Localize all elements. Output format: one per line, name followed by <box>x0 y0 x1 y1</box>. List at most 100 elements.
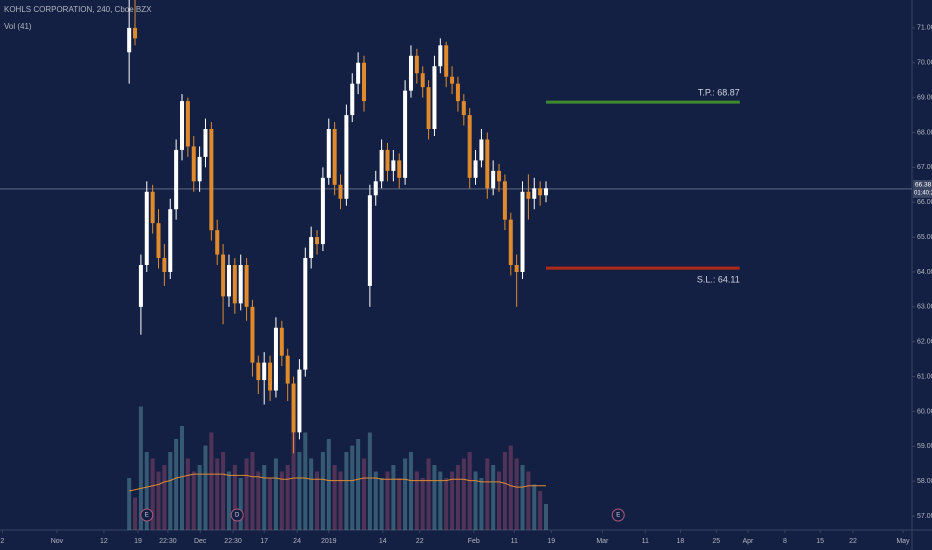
x-tick-label: 22 <box>416 538 424 545</box>
volume-bar <box>162 465 167 530</box>
candle-body <box>426 87 431 130</box>
y-tick-label: 66.00 <box>917 199 932 206</box>
volume-bar <box>544 504 548 530</box>
x-tick-label: 12 <box>100 538 108 545</box>
volume-bar <box>320 452 325 530</box>
volume-bar <box>168 452 173 530</box>
volume-bar <box>138 406 143 530</box>
candle-body <box>268 362 273 391</box>
candle-body <box>473 160 478 178</box>
volume-bar <box>297 452 302 530</box>
candle-body <box>150 191 155 224</box>
candle-body <box>344 115 349 199</box>
volume-bar <box>268 478 273 530</box>
volume-bar <box>538 491 543 530</box>
candle-body <box>133 27 138 39</box>
candle-body <box>397 160 402 178</box>
volume-bar <box>403 458 408 530</box>
volume-bar <box>485 458 490 530</box>
candle-body <box>491 170 496 189</box>
y-tick-label: 60.00 <box>917 408 932 415</box>
y-tick-label: 68.00 <box>917 129 932 136</box>
candle-body <box>221 254 226 297</box>
volume-bar <box>127 478 132 530</box>
volume-bar <box>450 471 455 530</box>
volume-bar <box>508 445 513 530</box>
volume-bar <box>461 458 466 530</box>
volume-bar <box>303 432 308 530</box>
volume-bar <box>279 471 284 530</box>
candle-body <box>526 191 531 199</box>
volume-bar <box>315 471 320 530</box>
x-tick-label: 19 <box>547 538 555 545</box>
volume-bar <box>273 458 278 530</box>
candle-body <box>408 55 413 91</box>
volume-bar <box>385 471 390 530</box>
candle-body <box>485 139 490 189</box>
candle-body <box>403 90 408 178</box>
volume-bar <box>285 465 290 530</box>
volume-bar <box>497 471 502 530</box>
candle-body <box>226 265 231 297</box>
candle-body <box>209 129 214 231</box>
candle-body <box>256 362 261 381</box>
candle-body <box>467 115 472 178</box>
y-tick-label: 59.00 <box>917 443 932 450</box>
x-tick-label: Nov <box>51 538 64 545</box>
volume-bar <box>197 465 202 530</box>
y-tick-label: 63.00 <box>917 304 932 311</box>
volume-bar <box>221 452 226 530</box>
x-tick-label: 14 <box>379 538 387 545</box>
candle-body <box>362 62 366 102</box>
candle-body <box>144 191 149 265</box>
volume-bar <box>244 458 249 530</box>
event-marker <box>230 508 244 522</box>
candle-body <box>414 55 419 74</box>
volume-bar <box>256 471 261 530</box>
x-tick-label: 11 <box>642 538 649 545</box>
candle-body <box>185 101 190 147</box>
candle-body <box>156 223 161 259</box>
candle-body <box>174 149 179 210</box>
candle-body <box>215 230 220 255</box>
y-tick-label: 69.00 <box>917 94 932 101</box>
volume-bar <box>467 452 472 530</box>
x-tick-label: 19 <box>134 538 142 545</box>
candle-body <box>379 149 384 182</box>
candle-body <box>168 209 173 272</box>
candle-body <box>432 66 437 130</box>
volume-bar <box>309 458 314 530</box>
volume-bar <box>444 478 449 530</box>
candle-body <box>497 170 502 182</box>
x-tick-label: 18 <box>677 538 685 545</box>
candle-body <box>373 181 378 196</box>
y-tick-label: 70.00 <box>917 60 932 67</box>
volume-bar <box>432 465 437 530</box>
candle-body <box>138 265 143 307</box>
event-marker <box>140 508 154 522</box>
volume-bar <box>502 452 507 530</box>
candle-body <box>444 45 449 77</box>
volume-bar <box>262 465 267 530</box>
last-price-tag <box>913 179 932 198</box>
candle-body <box>250 306 255 363</box>
x-tick-label: 15 <box>816 538 824 545</box>
y-tick-label: 62.00 <box>917 339 932 346</box>
candle-body <box>332 129 337 185</box>
x-tick-label: 17 <box>260 538 268 545</box>
candle-body <box>532 188 537 199</box>
volume-bar <box>332 465 337 530</box>
x-tick-label: Dec <box>194 538 207 545</box>
y-tick-label: 67.00 <box>917 164 932 171</box>
candle-body <box>285 355 290 384</box>
candle-body <box>356 62 361 84</box>
candle-body <box>479 139 484 161</box>
last-price-label: 66.38 <box>915 182 932 189</box>
candle-body <box>273 327 278 391</box>
candle-body <box>544 188 548 196</box>
x-tick-label: 8 <box>783 538 787 545</box>
x-tick-label: 11 <box>511 538 518 545</box>
